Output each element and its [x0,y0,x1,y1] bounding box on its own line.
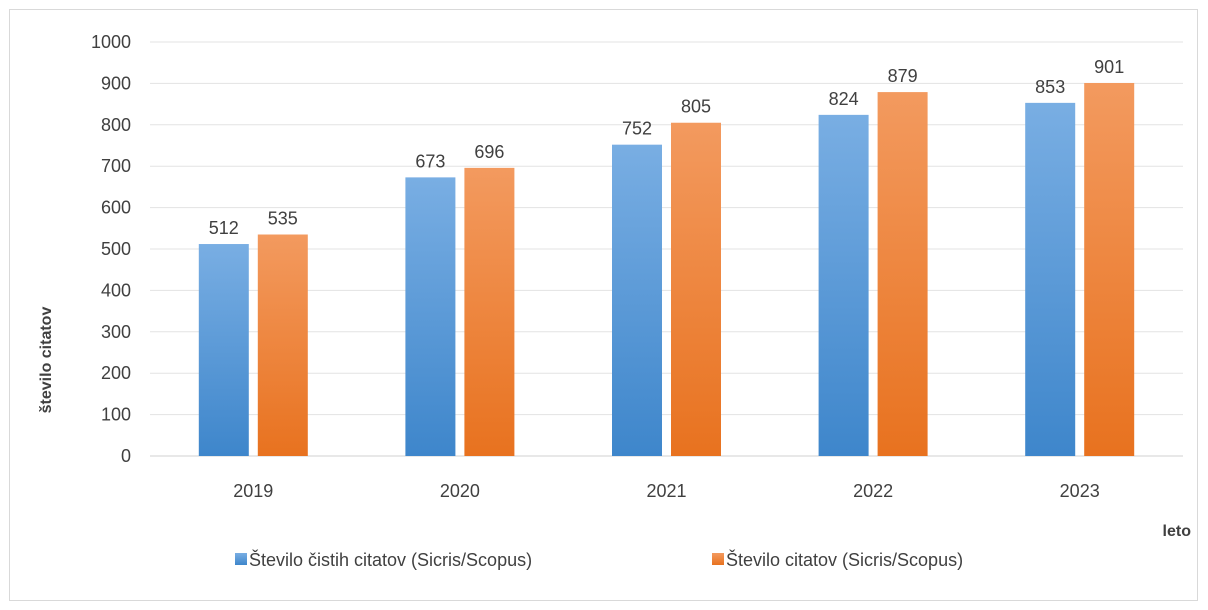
y-tick-label: 600 [101,198,131,218]
legend-swatch-series-1 [235,553,247,565]
bar-series-1-2019 [198,244,249,456]
legend-swatch-series-2 [712,553,724,565]
x-axis-ticks: 2019 2020 2021 2022 2023 [233,481,1099,501]
bar-series-1-2020 [405,177,456,457]
x-tick-label: 2021 [646,481,686,501]
bar-series-1-2022 [818,114,869,456]
y-tick-label: 100 [101,405,131,425]
legend-label-series-1: Število čistih citatov (Sicris/Scopus) [249,549,532,570]
data-label-series-2-2019: 535 [268,209,298,229]
data-labels: 512 535 673 696 752 805 824 879 853 901 [209,57,1124,238]
y-tick-label: 500 [101,239,131,259]
x-tick-label: 2019 [233,481,273,501]
bar-series-2-2023 [1084,82,1135,457]
bar-series-2-2020 [464,167,515,456]
bar-series-2-2021 [671,122,721,456]
x-tick-label: 2023 [1060,481,1100,501]
y-axis-label: število citatov [38,307,55,414]
data-label-series-1-2021: 752 [622,119,652,139]
data-label-series-1-2019: 512 [209,218,239,238]
y-tick-label: 700 [101,156,131,176]
bar-series-1-2023 [1025,102,1076,456]
data-label-series-2-2021: 805 [681,97,711,117]
bars [198,82,1135,457]
data-label-series-2-2023: 901 [1094,57,1124,77]
y-axis-ticks: 0 100 200 300 400 500 600 700 800 900 1000 [91,32,131,466]
bar-series-1-2021 [612,144,662,456]
y-tick-label: 1000 [91,32,131,52]
y-tick-label: 400 [101,280,131,300]
x-tick-label: 2020 [440,481,480,501]
y-tick-label: 300 [101,322,131,342]
bar-series-2-2022 [877,92,928,457]
legend: Število čistih citatov (Sicris/Scopus) Š… [235,549,963,570]
y-tick-label: 0 [121,446,131,466]
data-label-series-2-2022: 879 [888,66,918,86]
data-label-series-1-2022: 824 [829,89,859,109]
data-label-series-2-2020: 696 [474,142,504,162]
bar-series-2-2019 [257,234,308,456]
y-tick-label: 200 [101,363,131,383]
gridlines [150,41,1183,457]
legend-label-series-2: Število citatov (Sicris/Scopus) [726,549,963,570]
data-label-series-1-2020: 673 [415,151,445,171]
x-axis-label: leto [1163,523,1192,540]
data-label-series-1-2023: 853 [1035,77,1065,97]
x-tick-label: 2022 [853,481,893,501]
y-tick-label: 800 [101,115,131,135]
y-tick-label: 900 [101,73,131,93]
